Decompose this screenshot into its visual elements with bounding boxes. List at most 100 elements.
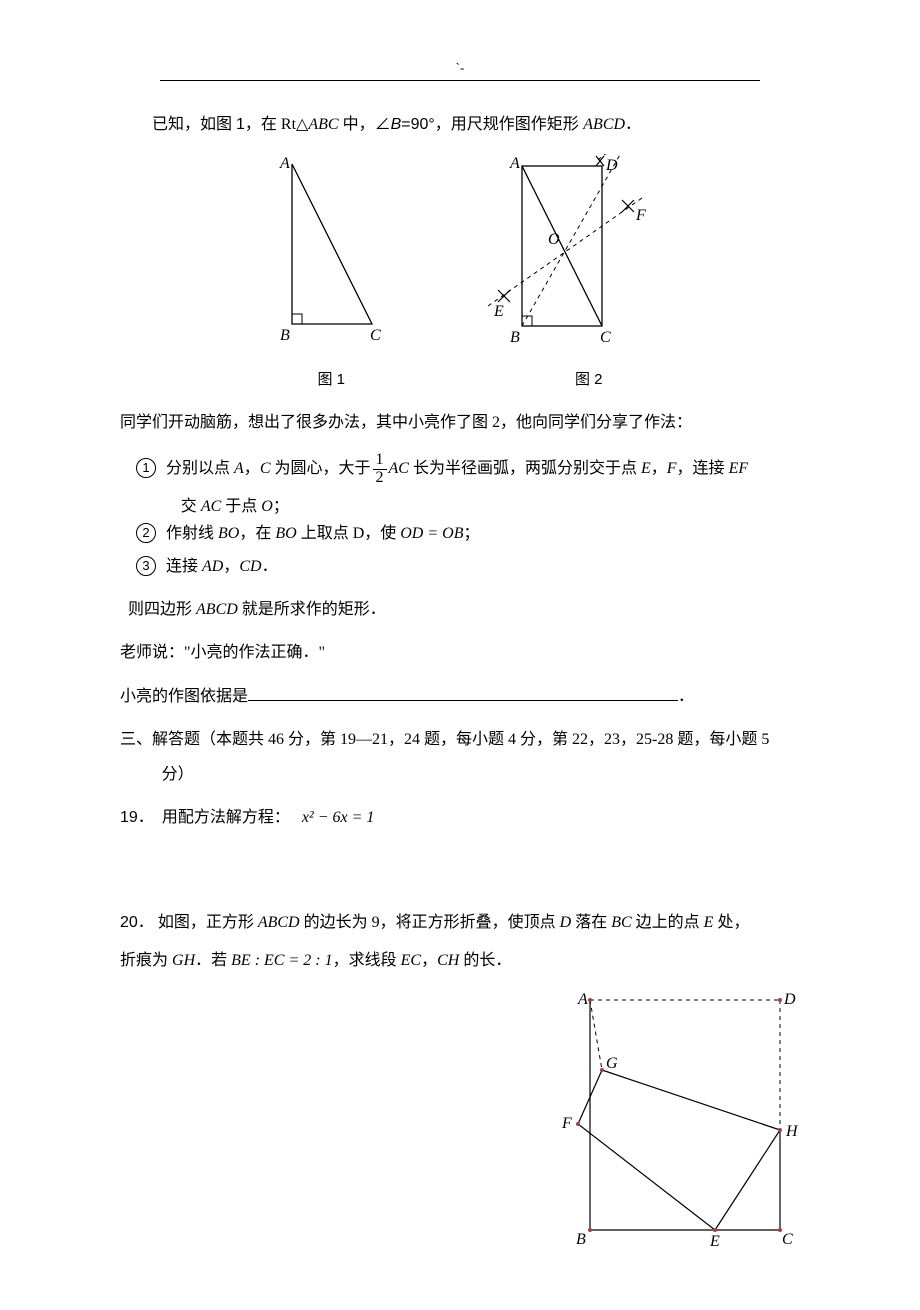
steps-list: 1 分别以点 A，C 为圆心，大于12AC 长为半径画弧，两弧分别交于点 E，F… (136, 452, 800, 580)
s1-c: C (260, 460, 271, 477)
q20-ec: EC (401, 952, 421, 969)
q20-gh: GH (172, 952, 195, 969)
label-a: A (279, 155, 290, 172)
s2-bo2: BO (275, 525, 296, 542)
figure-2-svg: A B C D O E F (480, 154, 670, 354)
q19-text: 用配方法解方程： (162, 809, 290, 826)
label-b: B (280, 327, 290, 344)
section-3-title: 三、解答题（本题共 46 分，第 19—21，24 题，每小题 4 分，第 22… (120, 726, 800, 753)
figure-1: A B C (250, 154, 390, 363)
label-b: B (510, 329, 520, 346)
step-num-3: 3 (136, 556, 156, 576)
s1-text: ， (244, 460, 260, 477)
captions-row: 图 1 图 2 (120, 367, 800, 393)
s2-text: 上取点 D，使 (297, 525, 401, 542)
period: ． (625, 116, 641, 133)
figure-3-svg: A D B C E H G F (550, 990, 800, 1250)
stem-text: 中，∠ (339, 116, 391, 133)
label-d: D (783, 991, 796, 1008)
basis-suffix: ． (678, 688, 694, 705)
s1-text: 为圆心，大于 (270, 460, 370, 477)
q20-ratio: BE : EC = 2 : 1 (231, 952, 332, 969)
label-d: D (605, 157, 618, 174)
s1-e: E (641, 460, 651, 477)
conclude-post: 就是所求作的矩形． (238, 601, 386, 618)
step-num-2: 2 (136, 523, 156, 543)
s1c-ac: AC (201, 498, 221, 515)
label-c: C (600, 329, 611, 346)
label-b: B (576, 1231, 586, 1248)
figures-row: A B C A (120, 154, 800, 363)
q20-l1c: 落在 (571, 914, 611, 931)
s3-ad: AD (202, 558, 223, 575)
label-a: A (577, 991, 588, 1008)
q20-l1d: 边上的点 (632, 914, 704, 931)
q20-abcd: ABCD (258, 914, 300, 931)
s1-text: ， (651, 460, 667, 477)
step-num-1: 1 (136, 458, 156, 478)
q20-l2e: 的长． (459, 952, 511, 969)
conclude-pre: 则四边形 (128, 601, 196, 618)
blank-line[interactable] (248, 685, 678, 700)
figure-3-wrap: A D B C E H G F (120, 990, 800, 1250)
basis-line: 小亮的作图依据是 ． (120, 683, 800, 710)
conclude-abcd: ABCD (196, 601, 238, 618)
share-line: 同学们开动脑筋，想出了很多办法，其中小亮作了图 2，他向同学们分享了作法： (120, 409, 800, 436)
step-1: 1 分别以点 A，C 为圆心，大于12AC 长为半径画弧，两弧分别交于点 E，F… (136, 452, 800, 487)
q20-l2c: ，求线段 (333, 952, 401, 969)
figure-2: A B C D O E F (480, 154, 670, 363)
step-2: 2 作射线 BO，在 BO 上取点 D，使 OD = OB； (136, 520, 800, 547)
conclude: 则四边形 ABCD 就是所求作的矩形． (128, 596, 800, 623)
label-c: C (370, 327, 381, 344)
s1c-o: O (261, 498, 273, 515)
q20-l1e: 处， (713, 914, 749, 931)
basis-prefix: 小亮的作图依据是 (120, 688, 248, 705)
q20-l2d: ， (421, 952, 437, 969)
s1-ef: EF (729, 460, 749, 477)
label-e: E (493, 303, 504, 320)
problem-stem: 已知，如图 1，在 Rt△ABC 中，∠B=90°，用尺规作图作矩形 ABCD． (120, 111, 800, 138)
s2-text: ； (463, 525, 479, 542)
page: `- 已知，如图 1，在 Rt△ABC 中，∠B=90°，用尺规作图作矩形 AB… (0, 0, 920, 1310)
stem-text: 已知，如图 (152, 116, 236, 133)
abc: ABC (308, 116, 338, 133)
step-3: 3 连接 AD，CD． (136, 553, 800, 580)
s2-text: 作射线 (166, 525, 218, 542)
s1-ac: AC (389, 460, 409, 477)
question-20-line2: 折痕为 GH．若 BE : EC = 2 : 1，求线段 EC，CH 的长． (120, 947, 800, 974)
header-rule (160, 80, 760, 81)
q20-ch: CH (437, 952, 459, 969)
label-c: C (782, 1231, 793, 1248)
s2-bo: BO (218, 525, 239, 542)
q20-l1b: 的边长为 9，将正方形折叠，使顶点 (300, 914, 560, 931)
label-g: G (606, 1055, 618, 1072)
q19-equation: x² − 6x = 1 (302, 809, 375, 826)
section-3-line1: 三、解答题（本题共 46 分，第 19—21，24 题，每小题 4 分，第 22… (120, 731, 769, 748)
q20-d: D (560, 914, 572, 931)
angle-b: B (391, 116, 402, 133)
content-body: 已知，如图 1，在 Rt△ABC 中，∠B=90°，用尺规作图作矩形 ABCD．… (120, 111, 800, 1250)
q20-e: E (704, 914, 714, 931)
teacher-line: 老师说："小亮的作法正确．" (120, 639, 800, 666)
s3-text: ． (262, 558, 278, 575)
s3-text: 连接 (166, 558, 202, 575)
question-19: 19． 用配方法解方程： x² − 6x = 1 (120, 804, 800, 831)
q20-l2b: ．若 (195, 952, 231, 969)
spacer (120, 847, 800, 897)
step-1-cont: 交 AC 于点 O； (181, 493, 800, 520)
abcd: ABCD (583, 116, 625, 133)
header-mark: `- (120, 60, 800, 78)
label-e: E (709, 1233, 720, 1250)
s1c-text: ； (273, 498, 289, 515)
label-f: F (635, 207, 646, 224)
s1-text: ，连接 (677, 460, 729, 477)
fraction-half: 12 (373, 452, 387, 487)
q19-num: 19． (120, 809, 154, 826)
q20-num: 20． (120, 914, 154, 931)
s2-eq: OD = OB (400, 525, 463, 542)
question-20-line1: 20． 如图，正方形 ABCD 的边长为 9，将正方形折叠，使顶点 D 落在 B… (120, 909, 800, 936)
s1c-text: 于点 (221, 498, 261, 515)
section-3-cont: 分） (162, 761, 800, 788)
label-a: A (509, 155, 520, 172)
s1-f: F (667, 460, 677, 477)
